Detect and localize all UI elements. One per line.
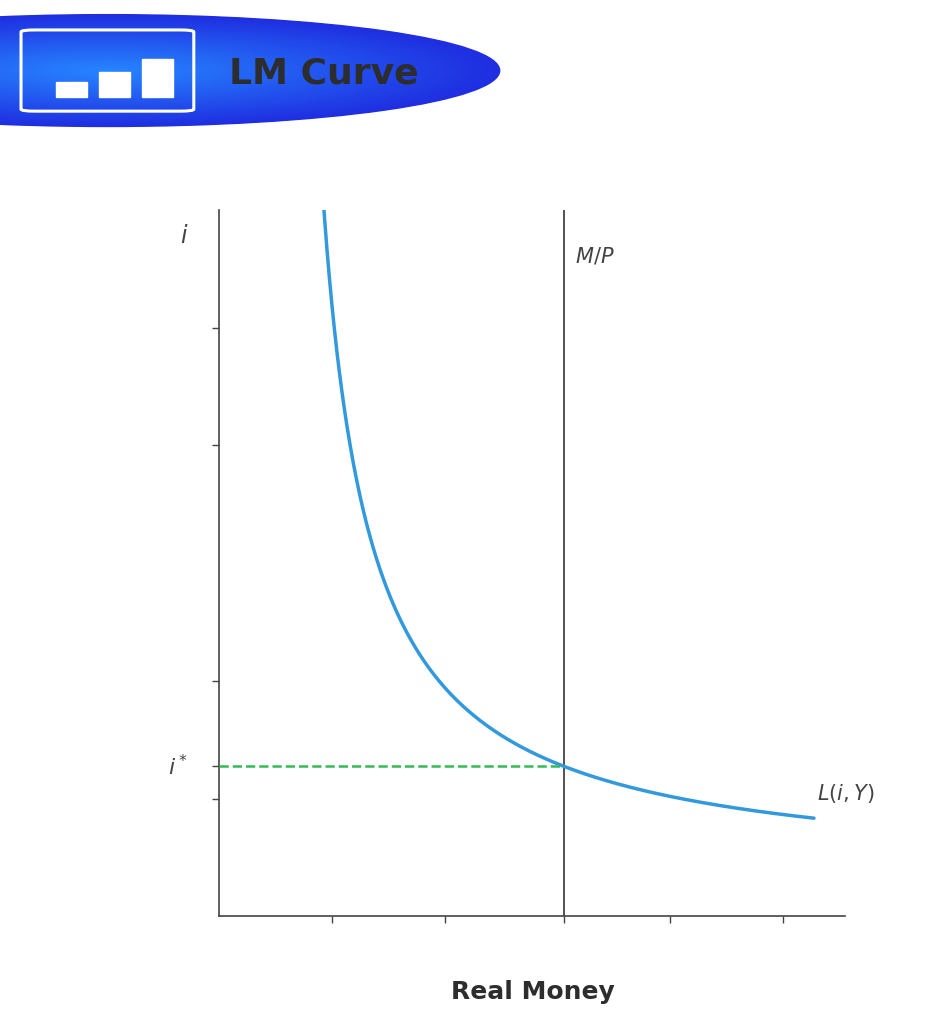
Circle shape — [0, 22, 451, 120]
Text: Real Money: Real Money — [450, 980, 615, 1005]
Circle shape — [0, 33, 373, 109]
Circle shape — [0, 26, 421, 116]
Circle shape — [0, 37, 343, 104]
Bar — [56, 82, 87, 97]
Circle shape — [0, 54, 220, 87]
Circle shape — [29, 59, 186, 82]
Circle shape — [0, 16, 489, 125]
Circle shape — [0, 29, 402, 113]
Circle shape — [24, 58, 191, 83]
Circle shape — [0, 34, 362, 106]
Circle shape — [0, 55, 216, 86]
Circle shape — [0, 49, 254, 91]
Text: $M/P$: $M/P$ — [575, 246, 615, 266]
Circle shape — [0, 30, 397, 112]
Circle shape — [0, 32, 377, 109]
Bar — [99, 72, 130, 97]
Circle shape — [0, 52, 235, 89]
Circle shape — [0, 43, 299, 98]
Circle shape — [0, 40, 323, 101]
Circle shape — [64, 65, 151, 77]
Circle shape — [103, 70, 112, 72]
Circle shape — [44, 61, 171, 80]
Circle shape — [92, 69, 122, 73]
Circle shape — [0, 39, 328, 102]
Circle shape — [20, 58, 196, 83]
Circle shape — [0, 30, 392, 111]
Circle shape — [0, 41, 318, 100]
Circle shape — [0, 43, 304, 98]
Circle shape — [0, 49, 260, 92]
Circle shape — [0, 38, 338, 103]
Circle shape — [59, 63, 157, 78]
Circle shape — [83, 67, 132, 74]
Text: LM Curve: LM Curve — [229, 56, 418, 90]
Circle shape — [39, 60, 177, 80]
Circle shape — [88, 68, 127, 74]
Circle shape — [0, 34, 367, 108]
Text: $i$: $i$ — [179, 224, 188, 248]
Circle shape — [0, 36, 347, 104]
Circle shape — [14, 57, 201, 84]
Circle shape — [0, 28, 412, 114]
Circle shape — [78, 67, 137, 75]
Circle shape — [0, 45, 289, 96]
Circle shape — [73, 66, 142, 76]
Circle shape — [0, 42, 308, 99]
Circle shape — [0, 41, 314, 100]
Circle shape — [0, 54, 225, 87]
Circle shape — [0, 47, 269, 93]
Text: $i^*$: $i^*$ — [168, 754, 188, 779]
Circle shape — [0, 20, 456, 120]
Circle shape — [0, 18, 471, 122]
Circle shape — [53, 62, 162, 78]
Circle shape — [0, 39, 333, 102]
Circle shape — [0, 50, 249, 91]
Circle shape — [0, 23, 446, 119]
Circle shape — [5, 56, 210, 85]
Circle shape — [0, 16, 485, 124]
Circle shape — [49, 62, 166, 79]
Circle shape — [0, 26, 426, 116]
Circle shape — [0, 53, 230, 88]
Text: $L(i,Y)$: $L(i,Y)$ — [817, 782, 874, 805]
Circle shape — [0, 47, 275, 94]
Circle shape — [0, 51, 240, 89]
Circle shape — [0, 28, 406, 114]
Circle shape — [0, 20, 460, 121]
Circle shape — [0, 17, 480, 124]
Circle shape — [0, 19, 465, 122]
Circle shape — [0, 36, 353, 105]
Circle shape — [68, 65, 147, 76]
Circle shape — [0, 46, 279, 95]
Circle shape — [0, 51, 245, 90]
Circle shape — [0, 14, 500, 126]
Circle shape — [0, 45, 284, 95]
Circle shape — [0, 15, 495, 126]
Circle shape — [9, 56, 205, 85]
Circle shape — [0, 24, 436, 118]
Circle shape — [34, 60, 181, 81]
Circle shape — [0, 48, 264, 93]
Circle shape — [0, 27, 417, 115]
Circle shape — [0, 31, 387, 111]
Circle shape — [0, 35, 358, 106]
Circle shape — [0, 25, 432, 117]
Circle shape — [0, 32, 382, 110]
Circle shape — [0, 18, 475, 123]
Bar — [142, 58, 173, 97]
Circle shape — [0, 44, 293, 97]
Circle shape — [0, 23, 441, 118]
Circle shape — [98, 70, 118, 72]
